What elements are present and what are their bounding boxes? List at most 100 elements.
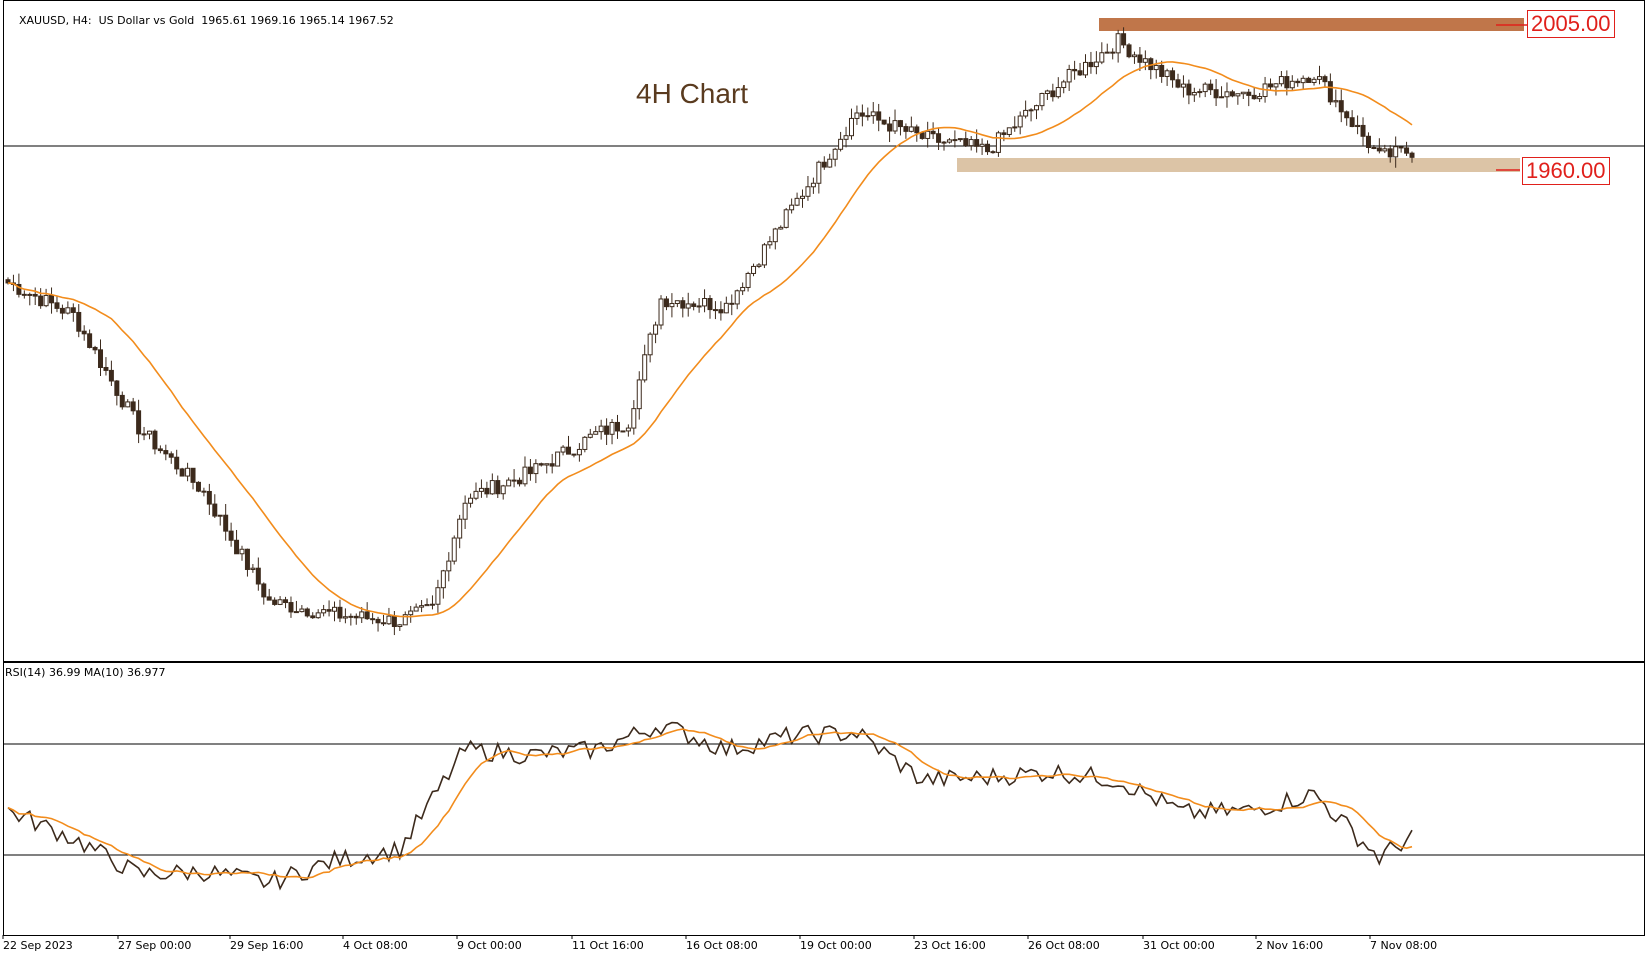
candle — [1393, 136, 1399, 168]
candle-body-bearish — [288, 602, 294, 613]
candle-body-bearish — [1246, 91, 1252, 96]
candle-body-bearish — [1376, 147, 1382, 152]
candle-body-bearish — [1371, 146, 1377, 149]
candle — [462, 495, 468, 530]
candle — [881, 119, 887, 126]
candle-body-bullish — [647, 333, 653, 356]
candle — [1099, 42, 1105, 65]
candle — [500, 484, 506, 500]
candle — [968, 136, 974, 151]
candle — [821, 156, 827, 170]
candle-body-bearish — [21, 293, 27, 296]
candle — [952, 130, 958, 148]
candle — [653, 321, 659, 344]
candle — [119, 391, 125, 410]
candle-body-bullish — [772, 228, 778, 243]
candle — [593, 426, 599, 435]
candle-body-bullish — [946, 139, 952, 143]
candle-body-bearish — [1077, 70, 1083, 76]
candle-body-bearish — [98, 349, 104, 369]
candle — [625, 424, 631, 437]
candle-body-bearish — [375, 618, 381, 624]
candle-body-bullish — [473, 490, 479, 499]
x-tick-label: 7 Nov 08:00 — [1370, 939, 1438, 952]
candle-body-bullish — [892, 120, 898, 132]
candle-body-bullish — [1153, 64, 1159, 71]
candle-body-bullish — [1115, 33, 1121, 54]
candle-body-bearish — [919, 132, 925, 139]
candle — [1104, 43, 1110, 54]
candle-body-bullish — [870, 111, 876, 117]
candle-body-bullish — [239, 548, 245, 555]
candle-body-bearish — [353, 615, 359, 619]
candle-body-bullish — [1224, 91, 1230, 98]
x-tick-label: 23 Oct 16:00 — [914, 939, 986, 952]
candle — [419, 600, 425, 613]
candle-body-bearish — [903, 126, 909, 132]
candle — [576, 443, 582, 462]
candle — [1246, 88, 1252, 107]
candle-body-bullish — [740, 286, 746, 292]
candle-body-bearish — [1349, 117, 1355, 128]
candle-body-bullish — [522, 466, 528, 485]
candle — [38, 288, 44, 309]
candle-body-bullish — [408, 610, 414, 616]
candle-body-bearish — [168, 453, 174, 458]
candle-body-bearish — [234, 539, 240, 555]
candle — [136, 399, 142, 444]
candle-body-bearish — [1338, 100, 1344, 113]
candle-body-bullish — [908, 126, 914, 132]
candle-body-bullish — [1240, 91, 1246, 95]
candle-body-bullish — [348, 615, 354, 618]
candle — [321, 604, 327, 617]
candle-body-bullish — [489, 480, 495, 495]
candle-body-bearish — [1360, 124, 1366, 137]
candle — [141, 426, 147, 441]
candle — [560, 445, 566, 456]
candle — [451, 535, 457, 565]
candle-body-bearish — [283, 599, 289, 604]
candle-body-bullish — [957, 138, 963, 141]
candle-body-bullish — [582, 436, 588, 450]
candle — [293, 600, 299, 614]
candle — [1398, 146, 1404, 153]
candle-body-bearish — [990, 151, 996, 154]
candle-body-bearish — [16, 283, 22, 295]
candle-body-bullish — [1066, 68, 1072, 83]
symbol-name: XAUUSD — [19, 14, 66, 27]
candle — [511, 469, 517, 488]
candle — [1191, 87, 1197, 102]
candle-body-bullish — [751, 265, 757, 274]
candle-body-bullish — [1219, 96, 1225, 99]
candle — [391, 611, 397, 636]
chart-annotation-title: 4H Chart — [636, 78, 749, 109]
candle-body-bullish — [805, 186, 811, 197]
candle — [680, 297, 686, 318]
candle — [288, 596, 294, 618]
candle-body-bearish — [1072, 68, 1078, 72]
candles-group — [5, 27, 1415, 636]
candle-body-bullish — [800, 195, 806, 199]
candle — [848, 108, 854, 140]
candle — [1006, 127, 1012, 138]
candle — [272, 597, 278, 606]
candle-body-bullish — [1191, 91, 1197, 96]
candle — [1371, 144, 1377, 150]
candle-body-bearish — [1365, 135, 1371, 148]
rsi-ma-line — [7, 728, 1413, 879]
candle-body-bullish — [587, 433, 593, 438]
candle — [756, 263, 762, 269]
candle-body-bullish — [756, 264, 762, 267]
candle-body-bearish — [897, 120, 903, 128]
candle — [190, 467, 196, 490]
x-tick-label: 19 Oct 00:00 — [800, 939, 872, 952]
candle-body-bearish — [1306, 77, 1312, 83]
candle-body-bullish — [838, 138, 844, 150]
candle — [908, 116, 914, 133]
candle-body-bullish — [27, 293, 33, 296]
candle-body-bullish — [783, 209, 789, 228]
candle-body-bullish — [609, 421, 615, 435]
candle — [566, 435, 572, 455]
